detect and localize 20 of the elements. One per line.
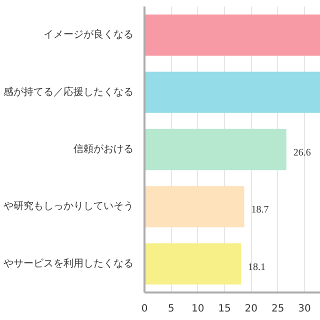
x-tick-label: 15: [218, 304, 231, 314]
x-tick-label: 5: [168, 304, 174, 314]
bar: [144, 186, 244, 228]
y-tick-label: 信頼がおける: [74, 143, 134, 155]
data-label: 18.1: [248, 262, 266, 273]
x-tick-label: 0: [141, 304, 148, 314]
y-tick-label: 感が持てる／応援したくなる: [4, 86, 134, 98]
x-tick-label: 20: [244, 304, 258, 314]
y-tick-label: やサービスを利用したくなる: [4, 257, 134, 270]
y-tick-label: や研究もしっかりしていそう: [4, 200, 134, 212]
bar: [144, 243, 242, 284]
bar: [144, 128, 286, 170]
data-label: 18.7: [251, 204, 269, 216]
x-tick-label: 30: [298, 304, 311, 314]
bar: [144, 72, 320, 113]
x-tick-label: 10: [191, 304, 204, 314]
x-tick-label: 25: [271, 304, 284, 314]
y-tick-label: イメージが良くなる: [44, 28, 134, 41]
data-label: 26.6: [293, 148, 311, 158]
bar: [144, 14, 320, 56]
